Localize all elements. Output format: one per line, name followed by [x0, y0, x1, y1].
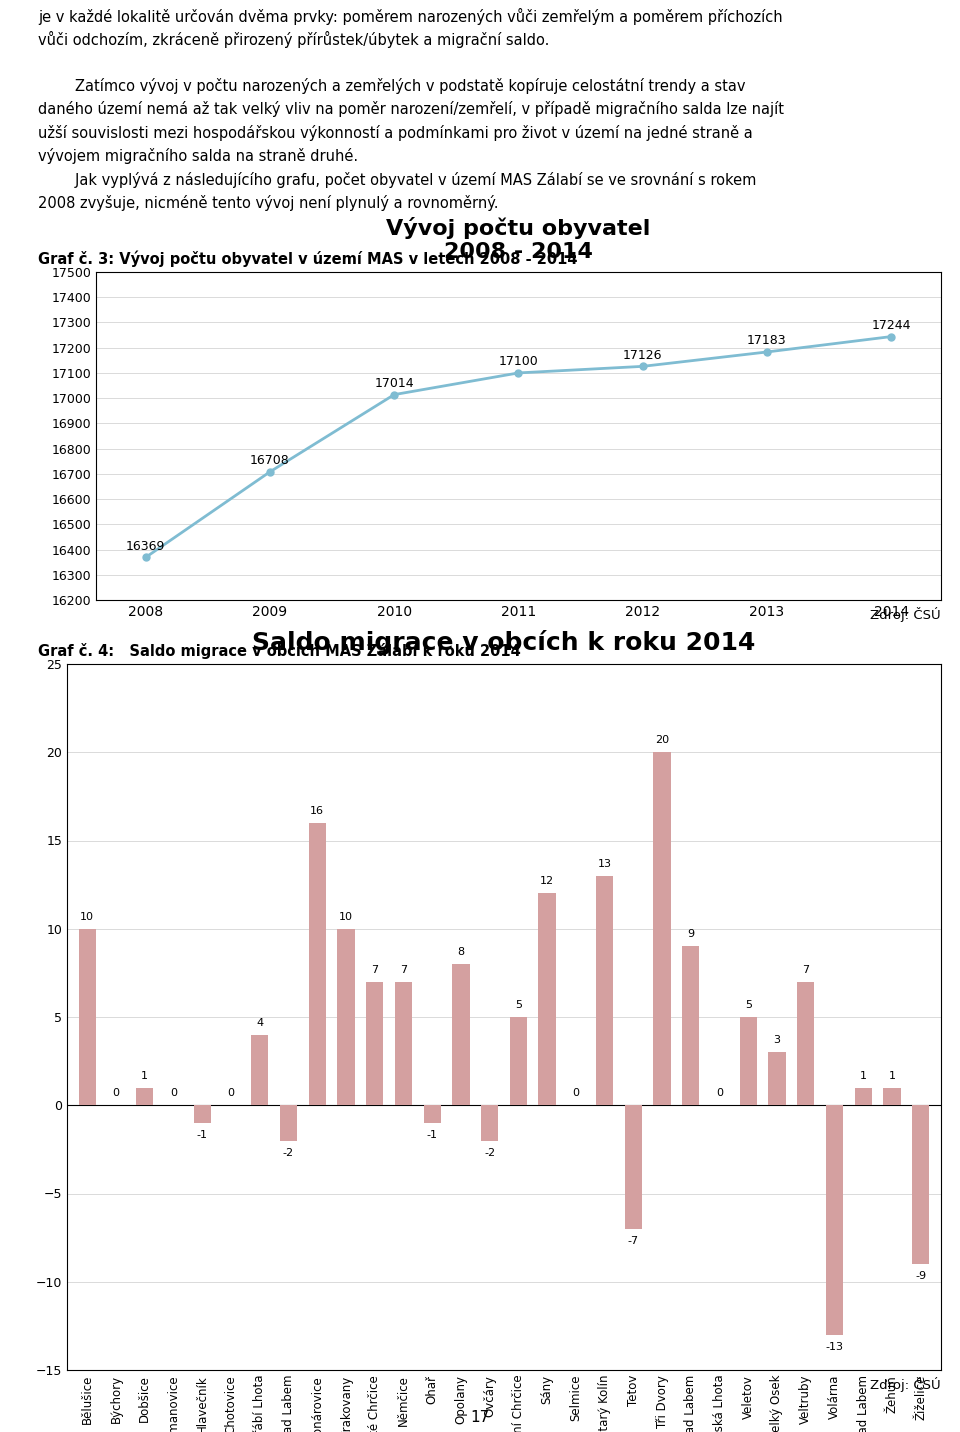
Text: je v každé lokalitě určován dvěma prvky: poměrem narozených vůči zemřelým a pomě: je v každé lokalitě určován dvěma prvky:…: [38, 9, 783, 24]
Bar: [252, 1035, 269, 1106]
Bar: [452, 964, 469, 1106]
Bar: [625, 1106, 642, 1229]
Text: 5: 5: [515, 1000, 522, 1010]
Bar: [596, 876, 613, 1106]
Point: [511, 361, 526, 384]
Point: [635, 355, 650, 378]
Bar: [79, 929, 96, 1106]
Bar: [280, 1106, 297, 1140]
Text: 17183: 17183: [747, 335, 786, 348]
Text: 17244: 17244: [872, 319, 911, 332]
Bar: [308, 823, 325, 1106]
Text: -2: -2: [283, 1147, 294, 1157]
Title: Saldo migrace v obcích k roku 2014: Saldo migrace v obcích k roku 2014: [252, 630, 756, 654]
Text: 17126: 17126: [623, 349, 662, 362]
Text: daného území nemá až tak velký vliv na poměr narození/zemřelí, v případě migračn: daného území nemá až tak velký vliv na p…: [38, 102, 784, 117]
Bar: [912, 1106, 929, 1264]
Bar: [423, 1106, 441, 1123]
Text: 5: 5: [745, 1000, 752, 1010]
Text: 0: 0: [170, 1088, 177, 1098]
Text: Zatímco vývoj v počtu narozených a zemřelých v podstatě kopíruje celostátní tren: Zatímco vývoj v počtu narozených a zemře…: [38, 79, 746, 95]
Bar: [366, 982, 383, 1106]
Title: Vývoj počtu obyvatel
2008 - 2014: Vývoj počtu obyvatel 2008 - 2014: [386, 216, 651, 262]
Text: 17100: 17100: [498, 355, 539, 368]
Text: Jak vyplývá z následujícího grafu, počet obyvatel v území MAS Zálabí se ve srovn: Jak vyplývá z následujícího grafu, počet…: [38, 172, 756, 188]
Text: 0: 0: [572, 1088, 579, 1098]
Text: 0: 0: [228, 1088, 234, 1098]
Bar: [854, 1087, 872, 1106]
Text: 2008 zvyšuje, nicméně tento vývoj není plynulý a rovnoměrný.: 2008 zvyšuje, nicméně tento vývoj není p…: [38, 195, 499, 211]
Point: [387, 384, 402, 407]
Bar: [136, 1087, 154, 1106]
Point: [883, 325, 899, 348]
Text: 16708: 16708: [250, 454, 290, 467]
Text: -1: -1: [426, 1130, 438, 1140]
Text: 7: 7: [400, 965, 407, 975]
Text: Zdroj: ČSÚ: Zdroj: ČSÚ: [870, 1376, 941, 1392]
Text: 0: 0: [716, 1088, 723, 1098]
Bar: [883, 1087, 900, 1106]
Bar: [826, 1106, 843, 1335]
Bar: [510, 1017, 527, 1106]
Text: 1: 1: [860, 1071, 867, 1081]
Text: 16369: 16369: [126, 540, 165, 553]
Bar: [395, 982, 412, 1106]
Bar: [768, 1053, 785, 1106]
Text: 13: 13: [597, 859, 612, 869]
Text: 7: 7: [803, 965, 809, 975]
Text: 10: 10: [339, 912, 353, 922]
Text: 17: 17: [470, 1409, 490, 1425]
Text: -13: -13: [826, 1342, 844, 1352]
Point: [138, 546, 154, 569]
Bar: [797, 982, 814, 1106]
Text: 1: 1: [888, 1071, 896, 1081]
Text: -9: -9: [915, 1272, 926, 1282]
Text: 3: 3: [774, 1035, 780, 1045]
Text: 12: 12: [540, 876, 554, 886]
Bar: [683, 947, 700, 1106]
Text: 16: 16: [310, 806, 324, 816]
Text: -7: -7: [628, 1236, 638, 1246]
Text: vůči odchozím, zkráceně přirozený přírůstek/úbytek a migrační saldo.: vůči odchozím, zkráceně přirozený přírůs…: [38, 32, 550, 49]
Bar: [539, 894, 556, 1106]
Text: Graf č. 3: Vývoj počtu obyvatel v území MAS v letech 2008 - 2014: Graf č. 3: Vývoj počtu obyvatel v území …: [38, 251, 578, 268]
Text: vývojem migračního salda na straně druhé.: vývojem migračního salda na straně druhé…: [38, 147, 358, 165]
Text: -2: -2: [484, 1147, 495, 1157]
Text: užší souvislosti mezi hospodářskou výkonností a podmínkami pro život v území na : užší souvislosti mezi hospodářskou výkon…: [38, 125, 754, 140]
Text: Graf č. 4:   Saldo migrace v obcích MAS Zálabí k roku 2014: Graf č. 4: Saldo migrace v obcích MAS Zá…: [38, 643, 521, 659]
Point: [262, 460, 277, 483]
Point: [759, 341, 775, 364]
Bar: [194, 1106, 211, 1123]
Text: 4: 4: [256, 1018, 263, 1028]
Bar: [739, 1017, 756, 1106]
Text: 7: 7: [372, 965, 378, 975]
Text: Zdroj: ČSÚ: Zdroj: ČSÚ: [870, 607, 941, 621]
Text: 1: 1: [141, 1071, 148, 1081]
Text: 0: 0: [112, 1088, 120, 1098]
Text: 17014: 17014: [374, 377, 414, 390]
Text: 20: 20: [655, 735, 669, 745]
Text: 8: 8: [457, 947, 465, 957]
Bar: [481, 1106, 498, 1140]
Text: 10: 10: [81, 912, 94, 922]
Bar: [654, 752, 671, 1106]
Text: 9: 9: [687, 929, 694, 939]
Bar: [337, 929, 354, 1106]
Text: -1: -1: [197, 1130, 207, 1140]
